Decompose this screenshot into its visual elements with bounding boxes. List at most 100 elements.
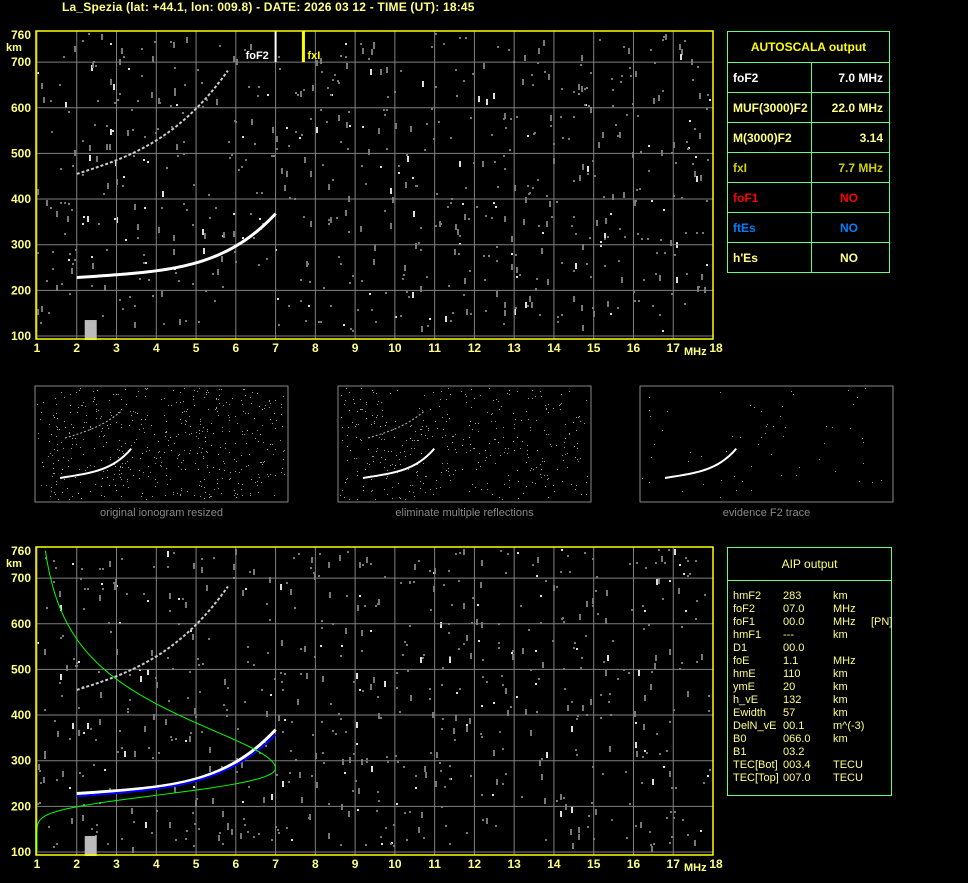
- noise-dot: [322, 676, 324, 682]
- noise-dot: [110, 424, 111, 425]
- noise-dot: [504, 303, 506, 305]
- noise-dot: [685, 232, 687, 234]
- noise-dot: [245, 159, 247, 161]
- noise-dot: [150, 472, 151, 473]
- aip-cell: MHz: [833, 655, 856, 667]
- noise-dot: [56, 436, 57, 437]
- aip-cell: 066.0: [783, 733, 811, 745]
- noise-dot: [502, 748, 504, 750]
- noise-dot: [548, 404, 549, 405]
- noise-dot: [492, 413, 493, 414]
- noise-dot: [532, 482, 533, 483]
- noise-dot: [206, 392, 207, 393]
- noise-dot: [177, 493, 178, 494]
- noise-dot: [402, 445, 403, 446]
- noise-dot: [586, 482, 587, 483]
- noise-dot: [346, 123, 348, 125]
- noise-dot: [289, 197, 291, 199]
- noise-dot: [634, 200, 636, 206]
- noise-dot: [588, 815, 590, 817]
- noise-dot: [242, 404, 243, 405]
- noise-dot: [751, 490, 752, 491]
- noise-dot: [636, 189, 638, 191]
- noise-dot: [184, 450, 185, 451]
- noise-dot: [362, 48, 364, 54]
- noise-dot: [80, 578, 82, 580]
- noise-dot: [184, 388, 185, 389]
- noise-dot: [422, 81, 424, 87]
- noise-dot: [498, 647, 500, 649]
- noise-dot: [699, 93, 701, 99]
- noise-dot: [157, 128, 159, 130]
- noise-dot: [137, 237, 139, 239]
- noise-dot: [603, 661, 605, 663]
- noise-dot: [466, 832, 468, 834]
- aip-cell: km: [833, 629, 848, 641]
- noise-dot: [514, 428, 515, 429]
- noise-dot: [261, 689, 263, 691]
- noise-dot: [348, 111, 350, 113]
- noise-dot: [567, 555, 569, 557]
- noise-dot: [373, 259, 375, 265]
- noise-dot: [102, 428, 103, 429]
- noise-dot: [41, 306, 43, 312]
- noise-dot: [478, 423, 479, 424]
- noise-dot: [782, 406, 783, 407]
- noise-dot: [696, 661, 698, 663]
- noise-dot: [283, 451, 284, 452]
- noise-dot: [178, 434, 179, 435]
- noise-dot: [119, 440, 120, 441]
- noise-dot: [148, 476, 149, 477]
- noise-dot: [546, 752, 548, 758]
- noise-dot: [211, 445, 212, 446]
- noise-dot: [311, 557, 313, 563]
- noise-dot: [267, 449, 268, 450]
- noise-dot: [54, 449, 55, 450]
- noise-dot: [573, 647, 575, 649]
- noise-dot: [625, 771, 627, 773]
- noise-dot: [649, 831, 651, 833]
- noise-dot: [180, 494, 181, 495]
- noise-dot: [517, 552, 519, 554]
- noise-dot: [140, 458, 141, 459]
- noise-dot: [577, 443, 578, 444]
- noise-dot: [98, 671, 100, 673]
- noise-dot: [356, 743, 358, 745]
- noise-dot: [125, 463, 126, 464]
- noise-dot: [498, 401, 499, 402]
- noise-dot: [447, 463, 448, 464]
- noise-dot: [536, 711, 538, 713]
- noise-dot: [121, 473, 122, 474]
- noise-dot: [587, 166, 589, 172]
- noise-dot: [182, 112, 184, 114]
- noise-dot: [353, 753, 355, 755]
- noise-dot: [121, 48, 123, 54]
- noise-dot: [209, 747, 211, 753]
- noise-dot: [408, 296, 410, 298]
- noise-dot: [376, 393, 377, 394]
- noise-dot: [440, 770, 442, 772]
- noise-dot: [395, 465, 396, 466]
- noise-dot: [224, 679, 226, 685]
- noise-dot: [402, 278, 404, 280]
- noise-dot: [342, 440, 343, 441]
- noise-dot: [103, 436, 104, 437]
- noise-dot: [40, 782, 42, 784]
- noise-dot: [194, 708, 196, 714]
- noise-dot: [465, 187, 467, 189]
- noise-dot: [544, 430, 545, 431]
- noise-dot: [380, 836, 382, 838]
- noise-dot: [81, 498, 82, 499]
- noise-dot: [320, 645, 322, 647]
- noise-dot: [461, 391, 462, 392]
- x-tick-label: 15: [587, 341, 601, 355]
- noise-dot: [507, 710, 509, 716]
- noise-dot: [416, 185, 418, 187]
- noise-dot: [652, 779, 654, 785]
- noise-dot: [617, 678, 619, 680]
- noise-dot: [67, 488, 68, 489]
- noise-dot: [83, 427, 84, 428]
- noise-dot: [78, 493, 79, 494]
- noise-dot: [347, 148, 349, 150]
- noise-dot: [356, 437, 357, 438]
